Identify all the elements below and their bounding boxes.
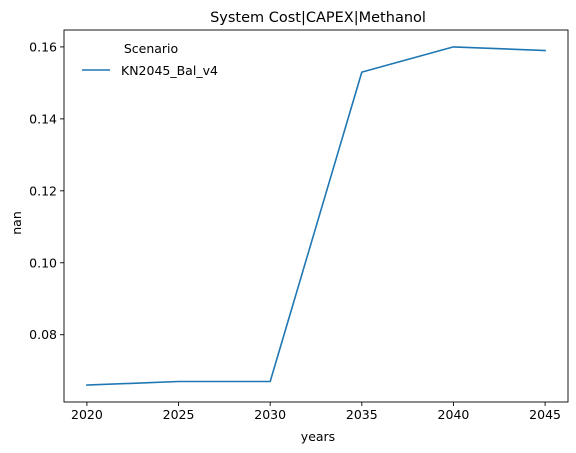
legend-title: Scenario [124, 41, 178, 56]
legend: Scenario KN2045_Bal_v4 [82, 41, 218, 78]
x-axis-ticks: 2020 2025 2030 2035 2040 2045 [71, 402, 561, 422]
series-lines [86, 46, 546, 386]
x-tick-label: 2030 [254, 407, 286, 422]
y-tick-label: 0.08 [29, 327, 57, 342]
x-tick-label: 2035 [346, 407, 378, 422]
series-line [86, 46, 546, 386]
chart-title: System Cost|CAPEX|Methanol [210, 10, 426, 26]
y-tick-label: 0.14 [29, 111, 57, 126]
plot-area-frame [63, 29, 569, 403]
y-tick-label: 0.10 [29, 255, 57, 270]
x-axis-label: years [301, 429, 335, 444]
y-axis-ticks: 0.08 0.10 0.12 0.14 0.16 [29, 39, 64, 342]
x-tick-label: 2025 [163, 407, 195, 422]
legend-label: KN2045_Bal_v4 [121, 63, 218, 78]
y-axis-label: nan [9, 211, 24, 235]
y-tick-label: 0.12 [29, 183, 57, 198]
x-tick-label: 2040 [438, 407, 470, 422]
x-tick-label: 2045 [529, 407, 561, 422]
y-tick-label: 0.16 [29, 39, 57, 54]
x-tick-label: 2020 [71, 407, 103, 422]
